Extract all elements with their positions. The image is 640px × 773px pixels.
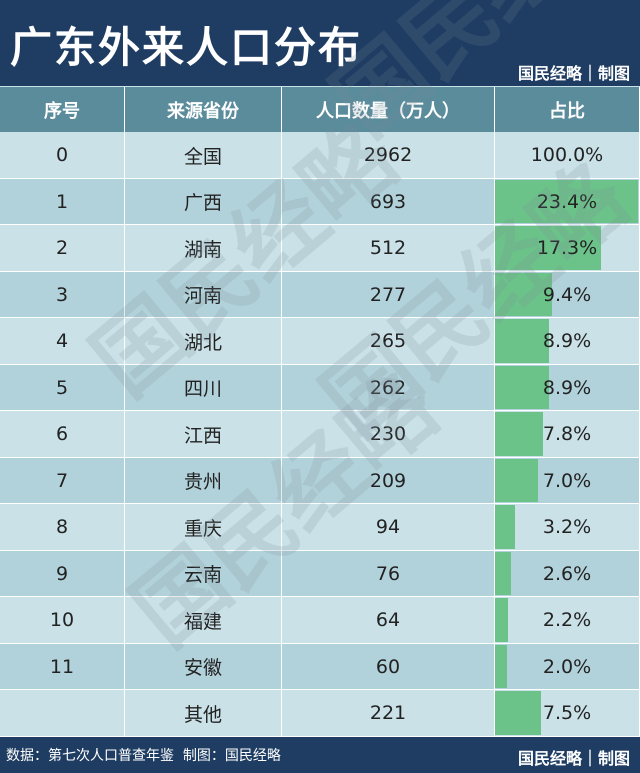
table-cell: 9 bbox=[0, 550, 125, 597]
column-header: 占比 bbox=[495, 87, 640, 132]
footer-bar bbox=[0, 737, 640, 773]
share-bar bbox=[495, 226, 601, 270]
share-bar bbox=[495, 691, 541, 735]
table-cell: 6 bbox=[0, 411, 125, 458]
table-cell: 17.3% bbox=[495, 225, 640, 272]
table-row bbox=[0, 643, 640, 690]
table-cell: 2.0% bbox=[495, 643, 640, 690]
table-cell: 11 bbox=[0, 643, 125, 690]
share-bar bbox=[495, 551, 511, 595]
table-cell: 277 bbox=[282, 271, 495, 318]
table-cell: 8.9% bbox=[495, 318, 640, 365]
table-cell: 9.4% bbox=[495, 271, 640, 318]
title: 广东外来人口分布 bbox=[10, 23, 363, 72]
table-cell: 5 bbox=[0, 364, 125, 411]
table-cell: 广西 bbox=[125, 178, 282, 225]
table-cell: 2.2% bbox=[495, 597, 640, 644]
credit: 国民经略｜制图 bbox=[517, 64, 630, 83]
table-cell: 230 bbox=[282, 411, 495, 458]
table-cell: 云南 bbox=[125, 550, 282, 597]
table-cell: 江西 bbox=[125, 411, 282, 458]
table-cell: 贵州 bbox=[125, 457, 282, 504]
table-cell: 1 bbox=[0, 178, 125, 225]
table-cell: 福建 bbox=[125, 597, 282, 644]
share-bar bbox=[495, 365, 550, 409]
table-cell: 4 bbox=[0, 318, 125, 365]
table-cell: 94 bbox=[282, 504, 495, 551]
table-cell: 64 bbox=[282, 597, 495, 644]
table-cell: 四川 bbox=[125, 364, 282, 411]
table-cell: 76 bbox=[282, 550, 495, 597]
table-cell: 8.9% bbox=[495, 364, 640, 411]
table-cell: 7.8% bbox=[495, 411, 640, 458]
share-bar bbox=[495, 412, 543, 456]
share-bar bbox=[495, 319, 550, 363]
share-bar bbox=[495, 458, 538, 502]
column-header: 来源省份 bbox=[125, 87, 282, 132]
table-cell bbox=[0, 690, 125, 737]
title-bar bbox=[0, 0, 640, 86]
table-row bbox=[0, 132, 640, 179]
footer-credit: 国民经略｜制图 bbox=[517, 749, 630, 768]
table-cell: 全国 bbox=[125, 132, 282, 179]
table-cell: 10 bbox=[0, 597, 125, 644]
column-header: 序号 bbox=[0, 87, 125, 132]
share-bar bbox=[495, 598, 509, 642]
table-cell: 安徽 bbox=[125, 643, 282, 690]
table-cell: 60 bbox=[282, 643, 495, 690]
share-bar bbox=[495, 505, 515, 549]
table-cell: 其他 bbox=[125, 690, 282, 737]
table-cell: 221 bbox=[282, 690, 495, 737]
share-bar bbox=[495, 272, 553, 316]
table-cell: 3 bbox=[0, 271, 125, 318]
table-cell: 8 bbox=[0, 504, 125, 551]
table-cell: 262 bbox=[282, 364, 495, 411]
table-cell: 2.6% bbox=[495, 550, 640, 597]
table-cell: 693 bbox=[282, 178, 495, 225]
table-cell: 265 bbox=[282, 318, 495, 365]
table-cell: 23.4% bbox=[495, 178, 640, 225]
table-cell: 3.2% bbox=[495, 504, 640, 551]
table-cell: 2 bbox=[0, 225, 125, 272]
table-cell: 2962 bbox=[282, 132, 495, 179]
table-row bbox=[0, 597, 640, 644]
table-cell: 河南 bbox=[125, 271, 282, 318]
table-cell: 7.5% bbox=[495, 690, 640, 737]
table-cell: 湖北 bbox=[125, 318, 282, 365]
table-row bbox=[0, 550, 640, 597]
share-bar bbox=[495, 179, 638, 223]
column-header: 人口数量（万人） bbox=[282, 87, 495, 132]
table-cell: 湖南 bbox=[125, 225, 282, 272]
table-cell: 100.0% bbox=[495, 132, 640, 179]
share-bar bbox=[495, 644, 508, 688]
table-row bbox=[0, 504, 640, 551]
table-cell: 7.0% bbox=[495, 457, 640, 504]
table-cell: 重庆 bbox=[125, 504, 282, 551]
table-cell: 512 bbox=[282, 225, 495, 272]
table-cell: 7 bbox=[0, 457, 125, 504]
table-cell: 209 bbox=[282, 457, 495, 504]
table-cell: 0 bbox=[0, 132, 125, 179]
header-row bbox=[0, 87, 640, 132]
source: 数据：第七次人口普查年鉴 制图：国民经略 bbox=[6, 748, 281, 764]
